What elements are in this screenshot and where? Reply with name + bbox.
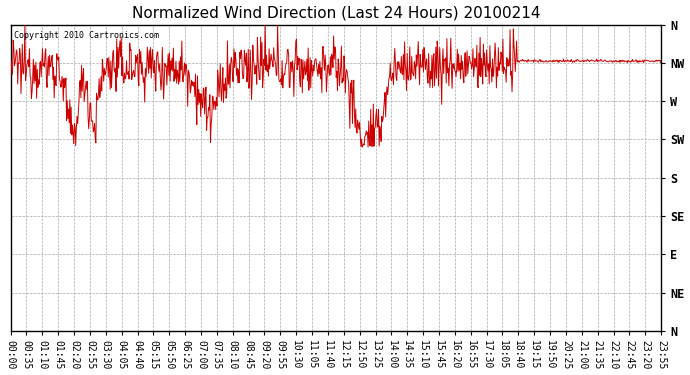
Text: Copyright 2010 Cartronics.com: Copyright 2010 Cartronics.com xyxy=(14,31,159,40)
Title: Normalized Wind Direction (Last 24 Hours) 20100214: Normalized Wind Direction (Last 24 Hours… xyxy=(132,6,540,21)
